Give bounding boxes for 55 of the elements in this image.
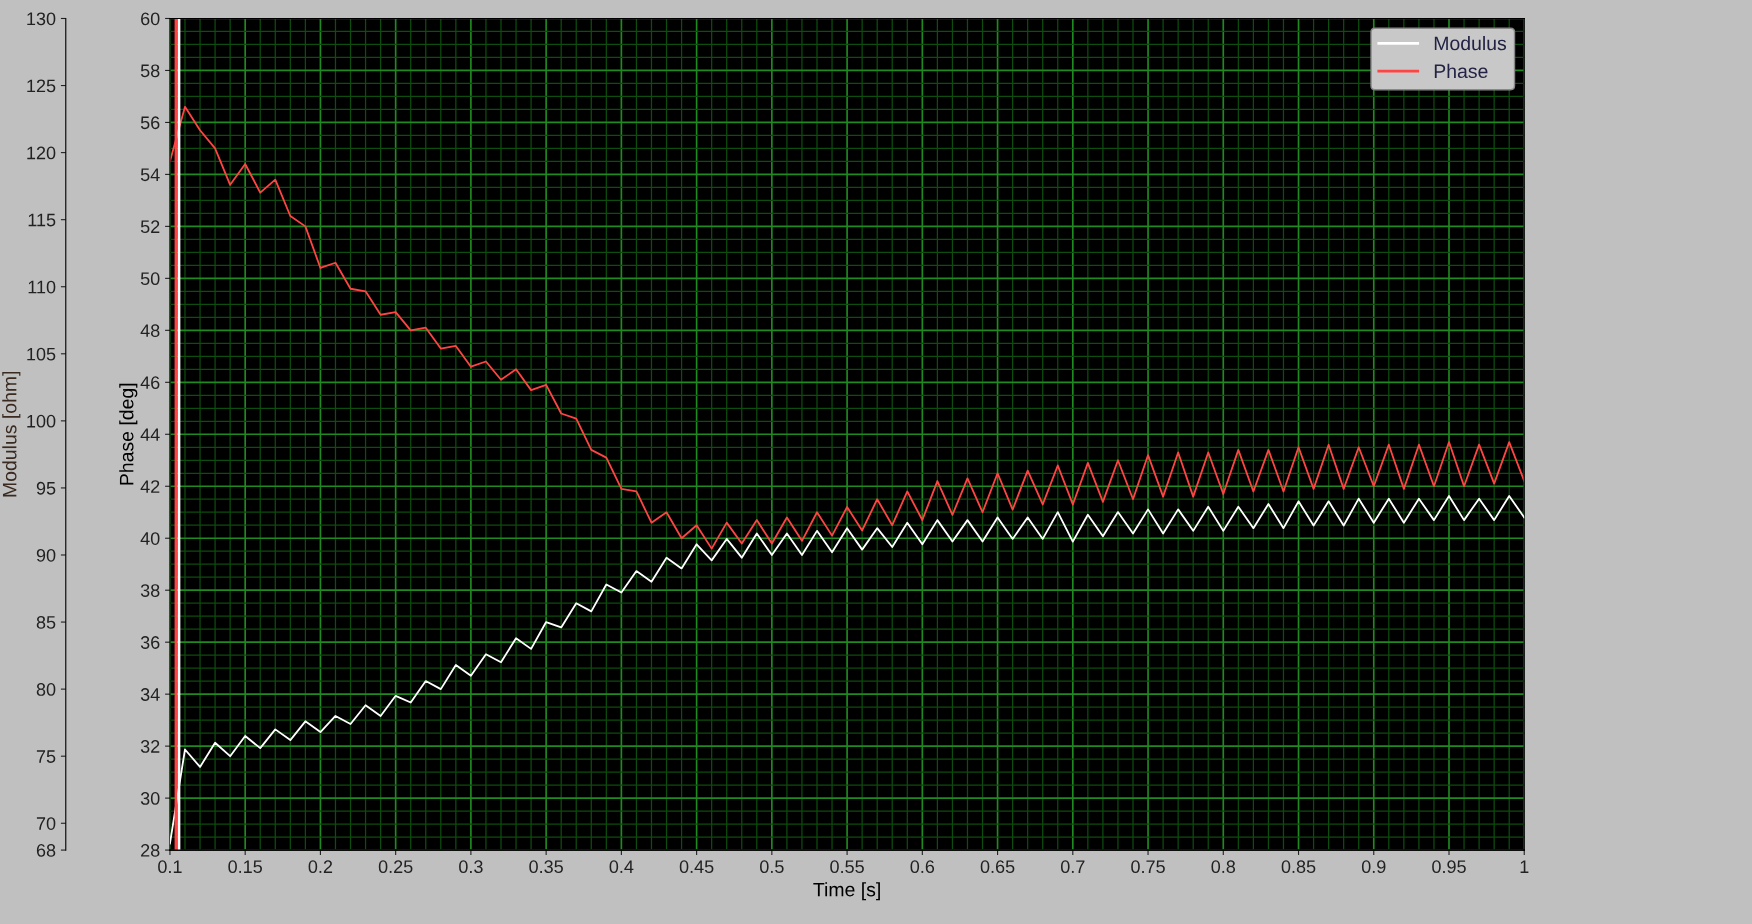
y-tick-label: 75	[36, 750, 56, 763]
y2-tick-label: 34	[140, 688, 160, 701]
y-tick-label: 85	[36, 616, 56, 629]
y-tick-label: 80	[36, 683, 56, 696]
y-tick-label: 110	[28, 280, 56, 294]
x-tick-label: 0.65	[980, 860, 1015, 874]
y2-tick-label: 50	[140, 272, 160, 286]
y2-tick-label: 54	[140, 168, 160, 182]
legend-label: Phase	[1434, 63, 1488, 79]
y2-tick-label: 42	[140, 480, 160, 493]
legend-label: Modulus	[1434, 35, 1507, 51]
y-tick-label: 125	[27, 79, 56, 93]
y-tick-label: 105	[27, 347, 56, 361]
y2-tick-label: 58	[140, 64, 160, 78]
y2-tick-label: 60	[141, 12, 160, 26]
y2-tick-label: 30	[140, 792, 160, 805]
x-tick-label: 0.85	[1281, 860, 1316, 874]
x-tick-label: 0.4	[609, 860, 634, 874]
y-tick-label: 100	[27, 414, 56, 428]
x-tick-label: 1	[1520, 860, 1529, 873]
x-tick-label: 0.7	[1060, 860, 1085, 874]
y-tick-label: 68	[36, 844, 56, 857]
y-tick-label: 95	[36, 481, 56, 495]
x-axis-title: Time [s]	[813, 882, 880, 901]
x-tick-label: 0.75	[1131, 860, 1165, 874]
x-tick-label: 0.35	[529, 860, 563, 874]
y2-tick-label: 32	[140, 740, 160, 753]
x-tick-label: 0.15	[228, 860, 262, 874]
y-axis-title: Modulus [ohm]	[2, 371, 21, 497]
x-tick-label: 0.45	[679, 860, 714, 874]
y2-tick-label: 44	[140, 428, 160, 441]
x-tick-label: 0.55	[830, 860, 864, 874]
x-tick-label: 0.1	[158, 860, 182, 874]
y2-tick-label: 52	[140, 220, 160, 234]
y-tick-label: 130	[27, 12, 56, 26]
y2-tick-label: 56	[140, 116, 160, 130]
y2-tick-label: 36	[140, 636, 160, 649]
x-tick-label: 0.5	[760, 860, 784, 874]
y2-tick-label: 40	[140, 532, 160, 545]
x-tick-label: 0.3	[459, 860, 483, 874]
y2-tick-label: 46	[140, 376, 160, 390]
x-tick-label: 0.95	[1432, 860, 1466, 874]
x-tick-label: 0.2	[308, 860, 333, 874]
y-tick-label: 115	[28, 213, 56, 227]
y2-tick-label: 48	[140, 324, 160, 338]
y-tick-label: 90	[36, 548, 56, 562]
y2-tick-label: 28	[141, 844, 160, 857]
x-tick-label: 0.25	[378, 860, 413, 874]
y2-tick-label: 38	[140, 584, 160, 597]
x-tick-label: 0.9	[1361, 860, 1386, 874]
y-tick-label: 120	[27, 146, 56, 160]
y2-axis-title: Phase [deg]	[119, 383, 138, 485]
x-tick-label: 0.8	[1211, 860, 1236, 874]
x-tick-label: 0.6	[910, 860, 935, 874]
y-tick-label: 70	[36, 817, 56, 830]
